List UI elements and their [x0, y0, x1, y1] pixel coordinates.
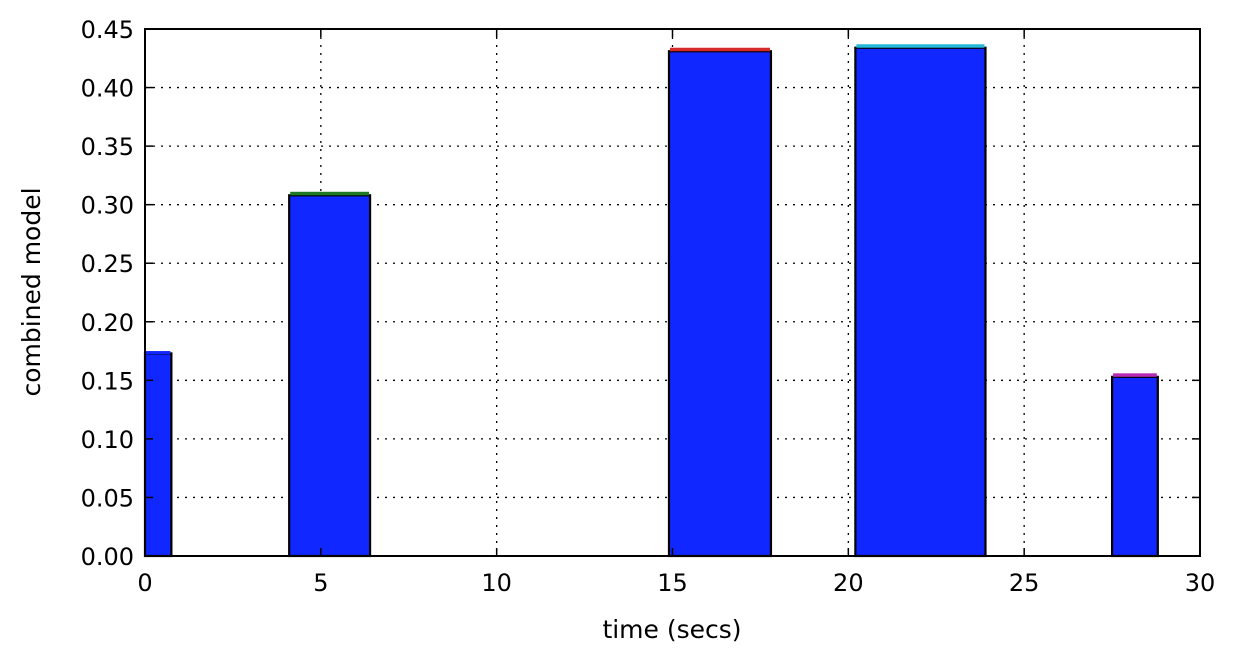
bar-4 [854, 46, 987, 558]
y-tick-label: 0.00 [81, 543, 134, 571]
x-tick-label: 20 [833, 569, 864, 597]
bar-2 [288, 194, 372, 558]
y-tick-label: 0.15 [81, 367, 134, 395]
x-axis-label: time (secs) [602, 615, 741, 644]
y-axis-label: combined model [17, 187, 46, 396]
y-tick-label: 0.05 [81, 484, 134, 512]
x-tick-label: 5 [313, 569, 328, 597]
bar-3 [667, 50, 773, 558]
bar-5-cap [1113, 373, 1157, 377]
x-tick-label: 10 [481, 569, 512, 597]
y-tick-label: 0.20 [81, 309, 134, 337]
bar-2-cap [290, 191, 370, 196]
y-tick-label: 0.25 [81, 250, 134, 278]
x-tick-label: 0 [137, 569, 152, 597]
x-tick-label: 15 [657, 569, 688, 597]
bar-5 [1110, 375, 1159, 558]
ticks: 0 5 10 15 20 25 30 0.00 0.05 0.10 0.15 0.20 0.25 0.30… [81, 16, 1216, 597]
bars [143, 44, 1159, 558]
y-tick-label: 0.35 [81, 133, 134, 161]
x-tick-label: 25 [1009, 569, 1040, 597]
y-tick-label: 0.40 [81, 75, 134, 103]
bar-4-cap [856, 44, 985, 48]
x-tick-label: 30 [1185, 569, 1216, 597]
y-tick-label: 0.30 [81, 192, 134, 220]
y-tick-label: 0.45 [81, 16, 134, 44]
y-tick-label: 0.10 [81, 426, 134, 454]
bar-1-cap [146, 351, 171, 355]
bar-3-cap [669, 47, 770, 52]
bar-1 [143, 352, 173, 558]
